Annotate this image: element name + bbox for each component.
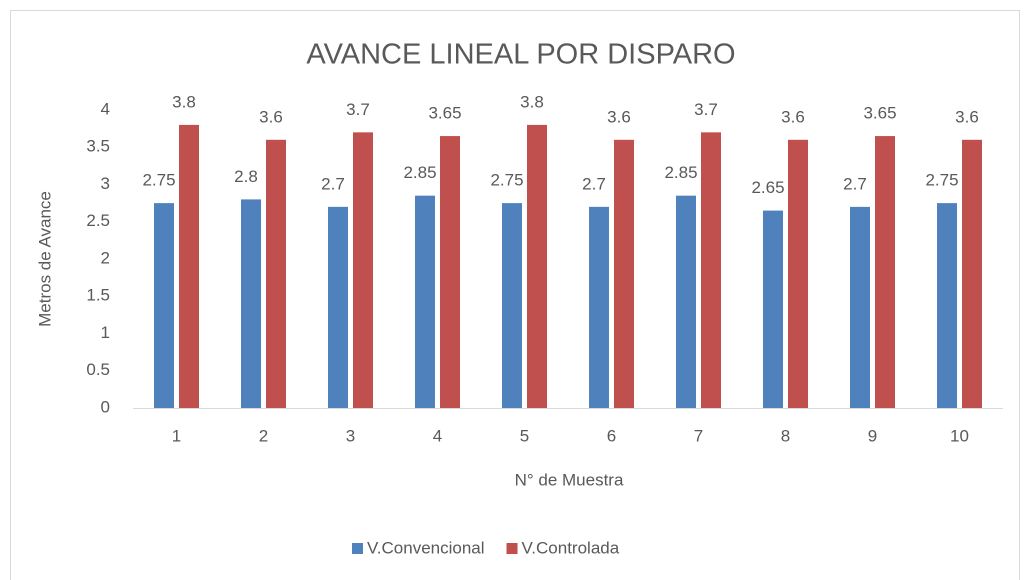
data-label: 3.7 (694, 100, 718, 119)
bar (589, 206, 609, 408)
data-label: 3.65 (428, 104, 461, 123)
x-tick-label: 2 (259, 426, 268, 445)
data-label: 2.85 (664, 163, 697, 182)
bar (154, 203, 174, 408)
bar (937, 203, 957, 408)
y-tick-label: 1.5 (86, 286, 110, 305)
bar (415, 195, 435, 408)
legend-label: V.Convencional (367, 538, 485, 557)
bar (875, 136, 895, 408)
x-tick-label: 6 (607, 426, 616, 445)
x-axis-label: N° de Muestra (515, 470, 624, 489)
legend-swatch (352, 543, 363, 554)
bar (353, 132, 373, 408)
data-label: 2.75 (490, 171, 523, 190)
data-label: 2.75 (142, 171, 175, 190)
x-tick-label: 4 (433, 426, 442, 445)
y-tick-label: 1 (101, 323, 110, 342)
data-label: 3.6 (955, 107, 979, 126)
x-tick-label: 8 (781, 426, 790, 445)
bar (440, 136, 460, 408)
data-label: 3.6 (607, 107, 631, 126)
y-tick-label: 4 (101, 99, 110, 118)
data-label: 2.7 (582, 174, 606, 193)
bar (788, 139, 808, 409)
x-tick-label: 10 (950, 426, 969, 445)
y-tick-label: 0.5 (86, 360, 110, 379)
bar (701, 132, 721, 408)
bar (850, 206, 870, 408)
x-tick-label: 7 (694, 426, 703, 445)
y-tick-label: 2 (101, 248, 110, 267)
x-tick-label: 5 (520, 426, 529, 445)
data-label: 2.7 (843, 174, 867, 193)
bar (328, 206, 348, 408)
bar (502, 203, 522, 408)
y-tick-label: 2.5 (86, 211, 110, 230)
legend-swatch (506, 543, 518, 554)
x-tick-label: 9 (868, 426, 877, 445)
data-label: 2.75 (925, 171, 958, 190)
x-tick-label: 3 (346, 426, 355, 445)
bar (241, 199, 261, 408)
bar (763, 210, 783, 408)
y-tick-label: 3 (101, 174, 110, 193)
y-tick-label: 3.5 (86, 137, 110, 156)
bar (179, 124, 199, 409)
legend-label: V.Controlada (522, 538, 620, 557)
x-tick-label: 1 (172, 426, 181, 445)
data-label: 3.65 (863, 104, 896, 123)
y-axis-label: Metros de Avance (35, 191, 54, 327)
bar (962, 139, 982, 409)
data-label: 3.6 (259, 107, 283, 126)
data-label: 2.7 (321, 174, 345, 193)
data-label: 3.8 (172, 92, 196, 111)
bar (266, 139, 286, 409)
data-label: 2.65 (751, 178, 784, 197)
data-label: 2.8 (234, 167, 258, 186)
bar (676, 195, 696, 408)
data-label: 3.8 (520, 92, 544, 111)
y-tick-label: 0 (101, 397, 110, 416)
data-label: 3.6 (781, 107, 805, 126)
bar (527, 124, 547, 409)
bar (614, 139, 634, 409)
data-label: 3.7 (346, 100, 370, 119)
data-label: 2.85 (403, 163, 436, 182)
chart-title: AVANCE LINEAL POR DISPARO (306, 39, 735, 71)
